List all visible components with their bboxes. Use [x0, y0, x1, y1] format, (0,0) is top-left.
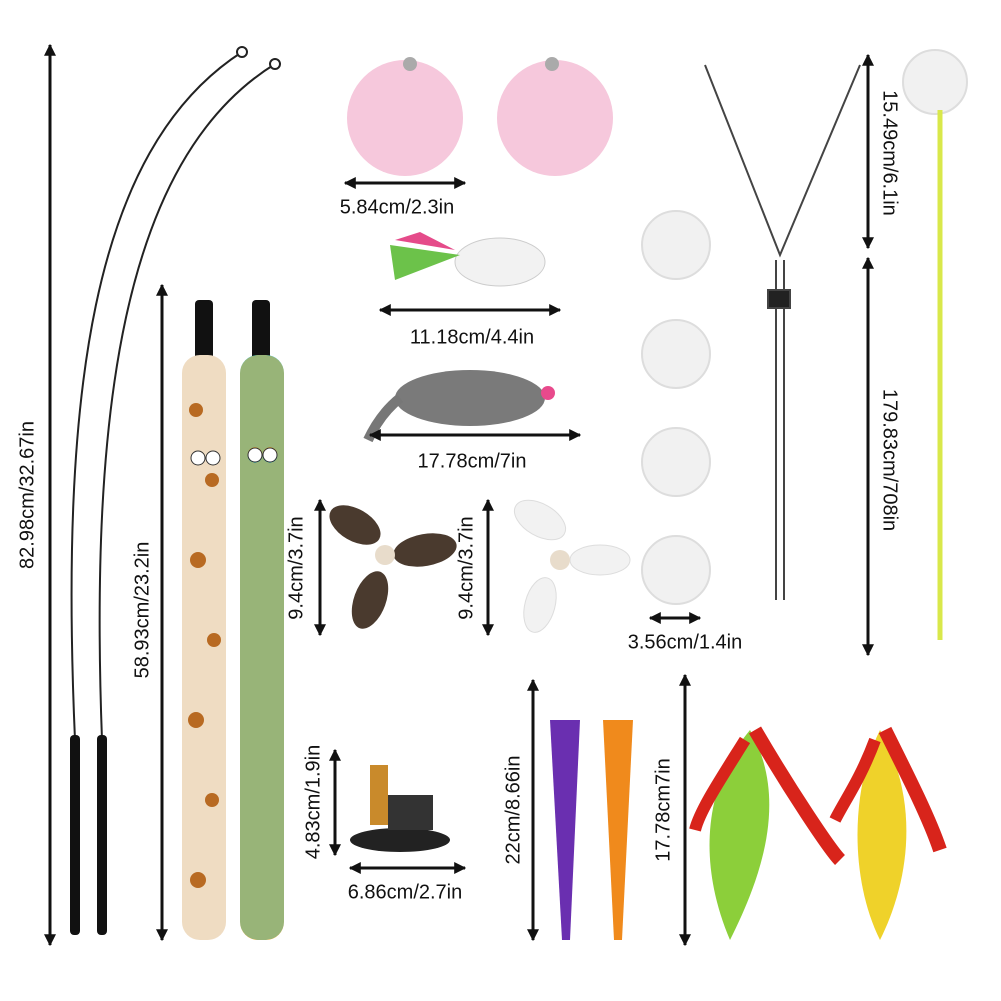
mice — [363, 232, 555, 443]
dimension-arrows — [44, 43, 874, 947]
dimension-label: 4.83cm/1.9in — [302, 745, 324, 860]
suction-base — [350, 765, 450, 852]
feathers — [689, 726, 947, 940]
dimension-label: 5.84cm/2.3in — [340, 196, 455, 218]
dimension-label: 82.98cm/32.67in — [16, 421, 38, 569]
dimension-label: 3.56cm/1.4in — [628, 631, 743, 653]
dimension-label: 15.49cm/6.1in — [879, 90, 901, 216]
pompoms — [347, 57, 613, 176]
dimension-label: 6.86cm/2.7in — [348, 881, 463, 903]
plush-sticks — [182, 300, 284, 940]
wands — [70, 46, 281, 935]
worms — [550, 720, 633, 940]
dimension-label: 22cm/8.66in — [502, 756, 524, 865]
suction-cups — [641, 49, 968, 605]
dimension-label: 179.83cm/708in — [879, 389, 901, 531]
butterflies — [329, 499, 631, 633]
dimension-label: 9.4cm/3.7in — [285, 516, 307, 619]
dimension-label: 58.93cm/23.2in — [131, 542, 153, 679]
hanging-string — [704, 64, 943, 640]
dimension-label: 9.4cm/3.7in — [455, 516, 477, 619]
dimension-label: 11.18cm/4.4in — [410, 326, 534, 348]
dimension-label: 17.78cm7in — [652, 758, 674, 861]
dimension-label: 17.78cm/7in — [418, 450, 527, 472]
